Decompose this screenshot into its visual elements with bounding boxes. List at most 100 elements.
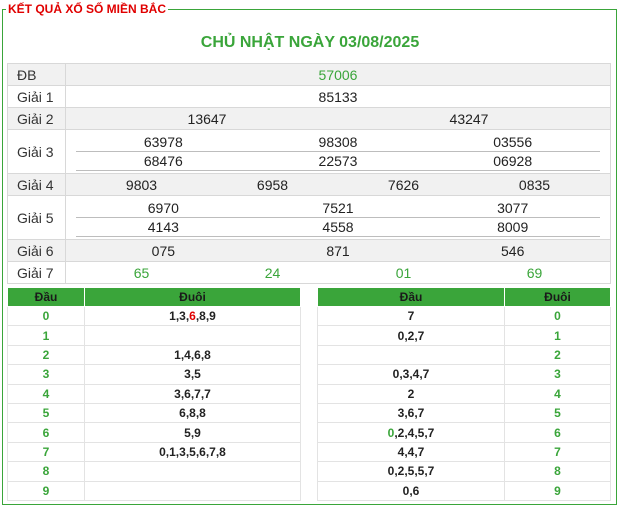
tail-part: 1,3,: [169, 309, 190, 324]
loto-row: 0,3,4,7 3: [317, 364, 611, 385]
tail-digit: 0: [504, 305, 611, 327]
loto-row: 0,2,7 1: [317, 325, 611, 346]
prize-label: ĐB: [7, 63, 66, 86]
prize-label: Giải 5: [7, 195, 66, 240]
loto-row: 4,4,7 7: [317, 441, 611, 463]
tail-part-highlight: 6: [189, 309, 196, 324]
tail-part: 1,4,6,8: [174, 347, 211, 362]
prize-number: 4143: [147, 218, 179, 235]
tail-digits: [84, 325, 301, 346]
loto-row: 6 5,9: [7, 422, 301, 443]
tail-digit: 4: [504, 383, 611, 404]
tail-digits: [84, 480, 301, 501]
prize-number: 57006: [318, 66, 358, 83]
head-digits: [317, 344, 505, 366]
prize-number: 0835: [518, 176, 551, 193]
prize-number: 13647: [187, 110, 227, 127]
prize-label: Giải 4: [7, 173, 66, 196]
loto-row: 2 1,4,6,8: [7, 344, 301, 366]
prize-number: 075: [151, 242, 176, 259]
prize-row-2: Giải 2 13647 43247: [7, 107, 611, 130]
prize-number: 68476: [143, 152, 183, 169]
tail-digits: [84, 461, 301, 482]
tail-part: 6,8,8: [179, 406, 206, 421]
prize-number: 7626: [387, 176, 420, 193]
loto-row: 1: [7, 325, 301, 346]
loto-row: 3,6,7 5: [317, 402, 611, 424]
head-part: 4,4,7: [397, 444, 425, 459]
head-digits: 7: [317, 305, 505, 327]
loto-tail-table: Đầu Đuôi 7 0 0,2,7 1 2 0,3,4,7 3 2 4 3,6,7 5 0,2,4,…: [317, 287, 611, 501]
date-title: CHỦ NHẬT NGÀY 03/08/2025: [200, 34, 420, 51]
prize-number: 546: [501, 242, 525, 259]
head-digits: 0,6: [317, 480, 505, 501]
tail-digit: 3: [504, 364, 611, 385]
tail-part: 3,6,7,7: [174, 386, 211, 401]
prize-number: 63978: [143, 133, 183, 150]
prize-label: Giải 6: [7, 239, 66, 262]
tail-digits: 3,5: [84, 364, 301, 385]
head-digit: 8: [7, 461, 85, 482]
prize-number: 7521: [322, 199, 354, 216]
column-header-dau: Đầu: [7, 287, 85, 307]
prize-number: 06928: [493, 152, 533, 169]
prize-row-6: Giải 6 075 871 546: [7, 239, 611, 262]
prize-label: Giải 7: [7, 261, 66, 284]
head-digit: 4: [7, 383, 85, 404]
prize-number: 4558: [322, 218, 354, 235]
head-part: ,2,4,5,7: [394, 425, 435, 440]
prize-number: 03556: [493, 133, 533, 150]
results-table: ĐB 57006 Giải 1 85133 Giải 2 13647 43247…: [7, 63, 611, 284]
loto-row: 3 3,5: [7, 364, 301, 385]
results-frame: [2, 9, 617, 505]
prize-row-db: ĐB 57006: [7, 63, 611, 86]
head-digit: 6: [7, 422, 85, 443]
head-digit: 2: [7, 344, 85, 366]
tail-digit: 8: [504, 461, 611, 482]
prize-number: 9803: [125, 176, 158, 193]
column-header-duoi: Đuôi: [504, 287, 611, 307]
tail-part: 3,5: [184, 367, 201, 382]
tail-digits: 1,3,6,8,9: [84, 305, 301, 327]
loto-row: 4 3,6,7,7: [7, 383, 301, 404]
loto-row: 5 6,8,8: [7, 402, 301, 424]
head-part: 2: [407, 386, 415, 401]
prize-number: 01: [395, 264, 412, 281]
tail-part: ,8,9: [195, 309, 216, 324]
loto-row: 7 0,1,3,5,6,7,8: [7, 441, 301, 463]
frame-title: KẾT QUẢ XỔ SỐ MIỀN BẮC: [6, 2, 169, 16]
loto-row: 0,2,4,5,7 6: [317, 422, 611, 443]
prize-number: 3077: [497, 199, 529, 216]
head-digit: 0: [7, 305, 85, 327]
tail-digits: 5,9: [84, 422, 301, 443]
head-digits: 0,2,5,5,7: [317, 461, 505, 482]
head-part-highlight: 0: [387, 425, 395, 440]
prize-number: 6970: [147, 199, 179, 216]
loto-row: 9: [7, 480, 301, 501]
head-digit: 1: [7, 325, 85, 346]
loto-row: 2: [317, 344, 611, 366]
tail-digits: 3,6,7,7: [84, 383, 301, 404]
head-digits: 0,2,7: [317, 325, 505, 346]
tail-digit: 6: [504, 422, 611, 443]
tail-digits: 6,8,8: [84, 402, 301, 424]
prize-row-1: Giải 1 85133: [7, 85, 611, 108]
tail-digits: 0,1,3,5,6,7,8: [84, 441, 301, 463]
head-part: 3,6,7: [397, 406, 425, 421]
prize-number: 871: [326, 242, 350, 259]
prize-number: 24: [264, 264, 281, 281]
head-part: 0,3,4,7: [392, 367, 430, 382]
head-part: 0,6: [402, 483, 420, 498]
prize-number: 85133: [318, 88, 358, 105]
head-digits: 0,2,4,5,7: [317, 422, 505, 443]
head-digits: 0,3,4,7: [317, 364, 505, 385]
tail-part: 0,1,3,5,6,7,8: [159, 444, 226, 459]
tail-digit: 1: [504, 325, 611, 346]
loto-row: 0 1,3,6,8,9: [7, 305, 301, 327]
head-digit: 7: [7, 441, 85, 463]
prize-label: Giải 1: [7, 85, 66, 108]
head-digit: 5: [7, 402, 85, 424]
prize-number: 69: [526, 264, 543, 281]
